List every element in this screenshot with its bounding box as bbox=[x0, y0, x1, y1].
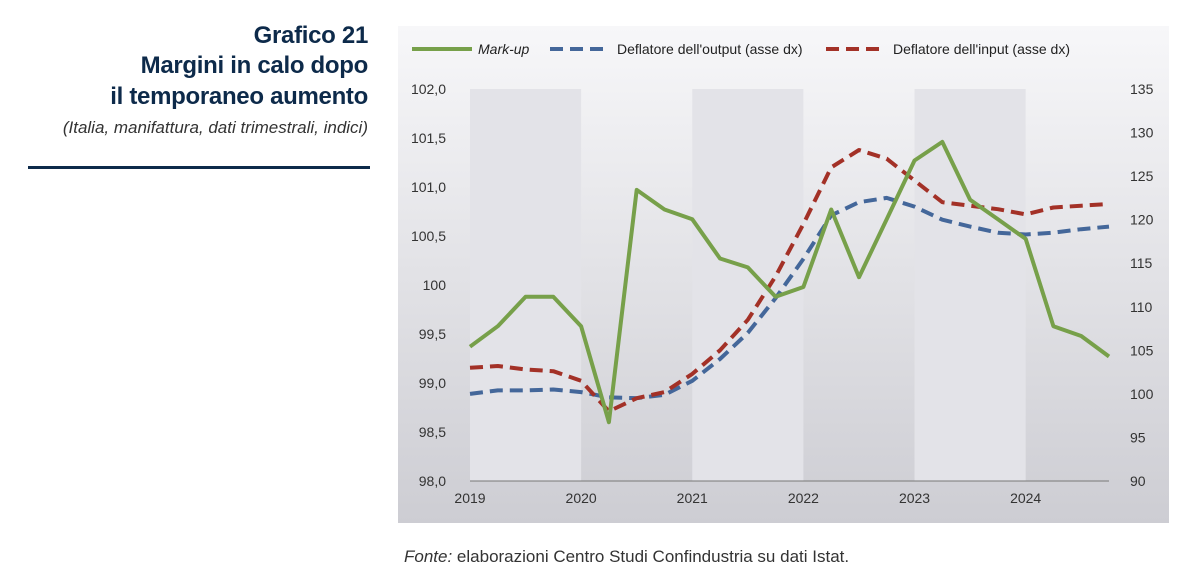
chart-subtitle: (Italia, manifattura, dati trimestrali, … bbox=[62, 118, 368, 137]
y-right-tick-label: 110 bbox=[1130, 299, 1153, 315]
y-left-tick-label: 100,5 bbox=[411, 228, 446, 244]
x-tick-label-2021: 2021 bbox=[677, 490, 708, 506]
legend-label-input: Deflatore dell'input (asse dx) bbox=[893, 41, 1070, 57]
x-tick-label-2022: 2022 bbox=[788, 490, 819, 506]
y-right-tick-label: 90 bbox=[1130, 473, 1146, 489]
y-left-tick-label: 99,0 bbox=[419, 375, 446, 391]
line-chart: Mark-up Deflatore dell'output (asse dx) … bbox=[398, 26, 1169, 523]
series-line-markup bbox=[468, 139, 1111, 425]
y-right-tick-label: 135 bbox=[1130, 81, 1154, 97]
y-right-tick-label: 100 bbox=[1130, 386, 1154, 402]
y-right-tick-label: 95 bbox=[1130, 429, 1146, 445]
y-right-tick-label: 105 bbox=[1130, 342, 1154, 358]
year-shade-2019 bbox=[470, 89, 582, 481]
y-left-tick-label: 99,5 bbox=[419, 326, 446, 342]
y-left-tick-label: 100 bbox=[423, 277, 447, 293]
x-tick-label-2019: 2019 bbox=[454, 490, 485, 506]
y-right-tick-label: 120 bbox=[1130, 212, 1154, 228]
chart-title-line2: il temporaneo aumento bbox=[110, 83, 368, 110]
x-tick-label-2024: 2024 bbox=[1010, 490, 1041, 506]
y-left-tick-label: 101,0 bbox=[411, 179, 446, 195]
year-shade-2023 bbox=[914, 89, 1026, 481]
x-tick-label-2020: 2020 bbox=[566, 490, 597, 506]
y-right-tick-label: 125 bbox=[1130, 168, 1154, 184]
source-note: Fonte: elaborazioni Centro Studi Confind… bbox=[404, 547, 849, 567]
title-divider bbox=[28, 166, 370, 169]
legend: Mark-up Deflatore dell'output (asse dx) … bbox=[412, 41, 1070, 57]
chart-title-line1: Margini in calo dopo bbox=[140, 52, 369, 79]
legend-label-output: Deflatore dell'output (asse dx) bbox=[617, 41, 803, 57]
y-left-tick-label: 102,0 bbox=[411, 81, 446, 97]
series-line-input bbox=[469, 148, 1110, 414]
chart-number: Grafico 21 bbox=[253, 22, 369, 49]
source-prefix: Fonte: bbox=[404, 547, 453, 566]
source-text: elaborazioni Centro Studi Confindustria … bbox=[452, 547, 850, 566]
y-right-tick-label: 115 bbox=[1130, 255, 1153, 271]
y-left-tick-label: 98,0 bbox=[419, 473, 446, 489]
x-tick-label-2023: 2023 bbox=[899, 490, 930, 506]
y-left-tick-label: 98,5 bbox=[419, 424, 446, 440]
y-left-tick-label: 101,5 bbox=[411, 130, 446, 146]
y-right-tick-label: 130 bbox=[1130, 125, 1154, 141]
legend-label-markup: Mark-up bbox=[478, 41, 530, 57]
series-line-output bbox=[469, 195, 1110, 401]
